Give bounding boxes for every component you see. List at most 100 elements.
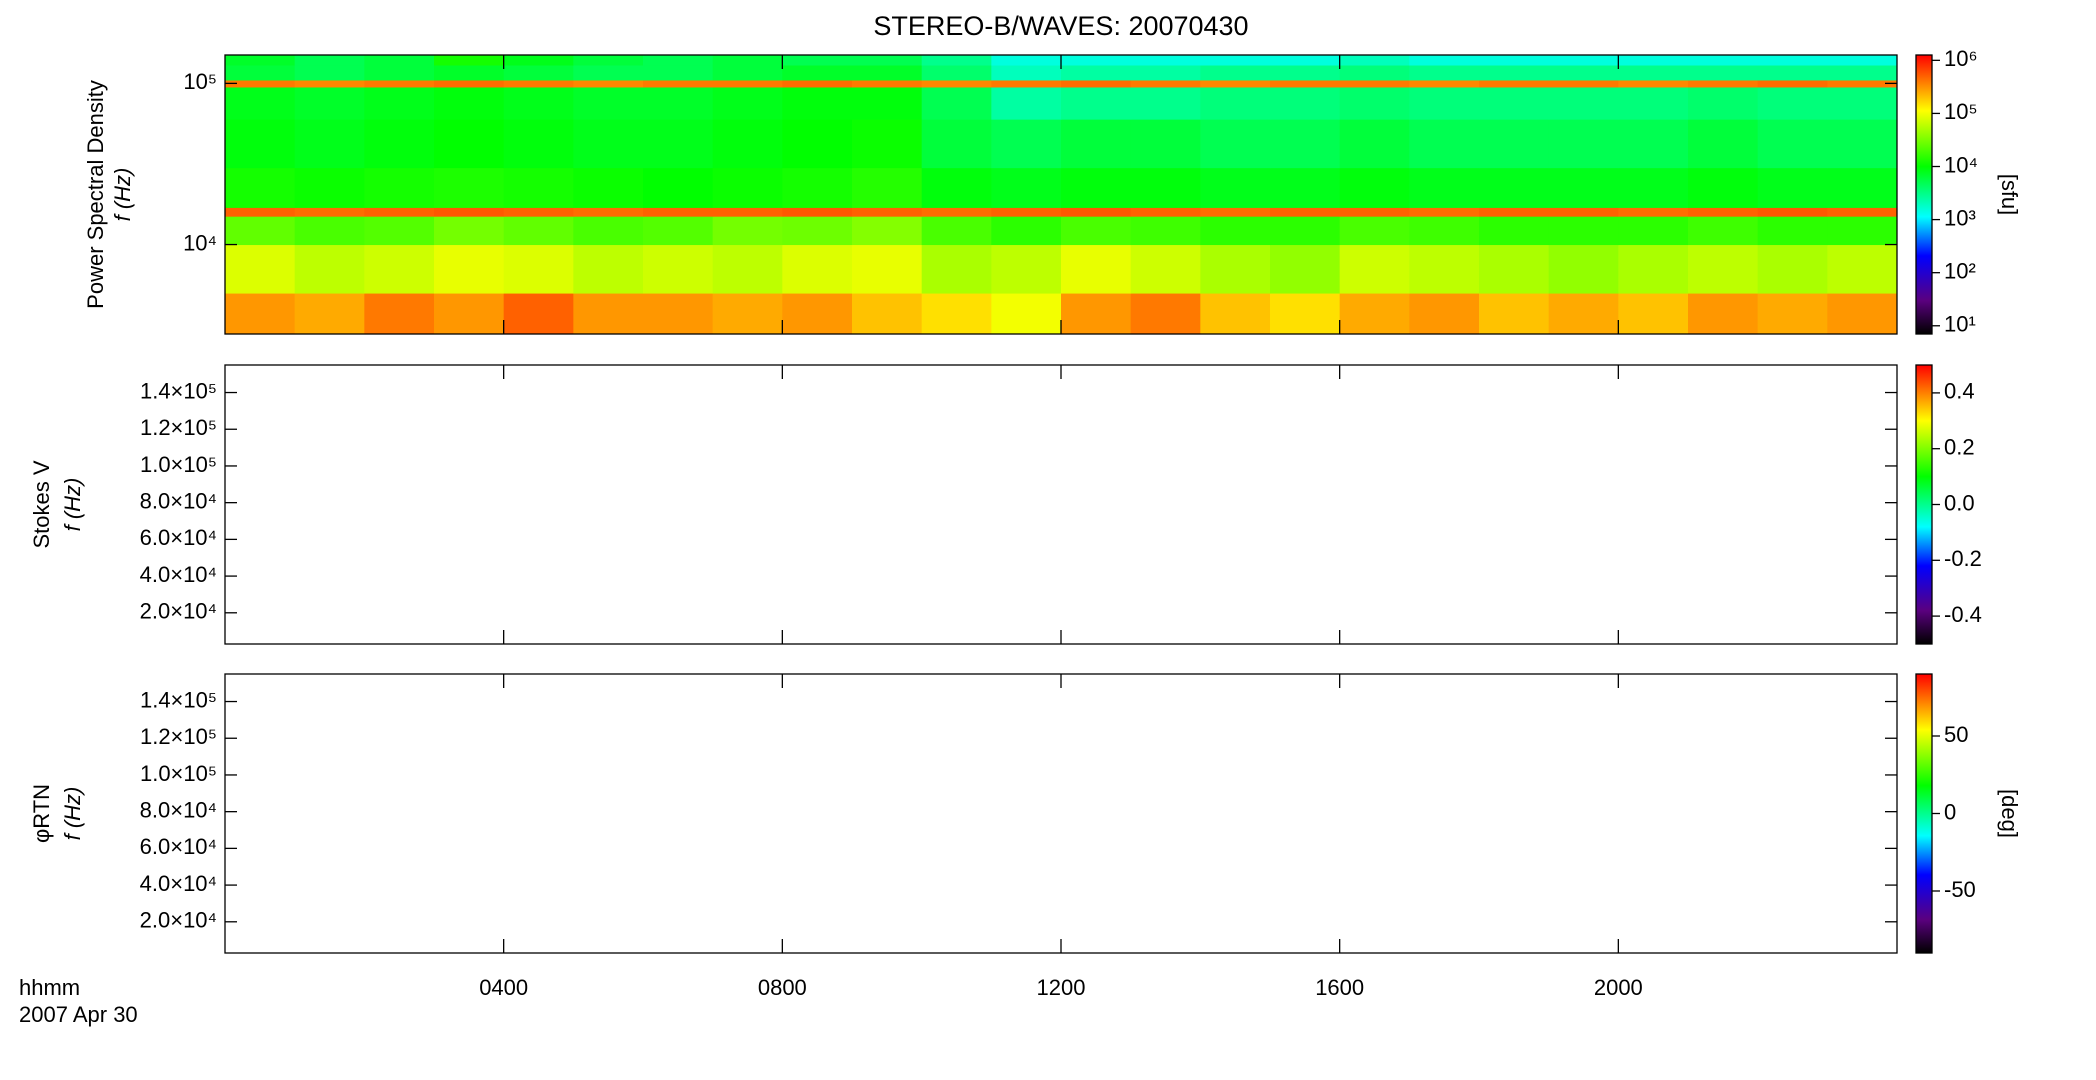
- heatmap-cell: [1200, 79, 1271, 88]
- heatmap-cell: [991, 119, 1062, 169]
- heatmap-cell: [1130, 207, 1201, 217]
- heatmap-cell: [1200, 167, 1271, 208]
- y-axis-label: f (Hz): [110, 168, 135, 222]
- heatmap-cell: [782, 207, 853, 217]
- heatmap-cell: [1061, 79, 1132, 88]
- heatmap-cell: [782, 79, 853, 88]
- heatmap-cell: [643, 65, 714, 81]
- heatmap-cell: [712, 293, 783, 335]
- heatmap-cell: [991, 207, 1062, 217]
- heatmap-cell: [1409, 207, 1480, 217]
- heatmap-cell: [1757, 55, 1828, 66]
- heatmap-cell: [1827, 79, 1898, 88]
- heatmap-cell: [1688, 65, 1759, 81]
- heatmap-cell: [1200, 65, 1271, 81]
- heatmap-cell: [1479, 207, 1550, 217]
- heatmap-cell: [1827, 293, 1898, 335]
- heatmap-cell: [1339, 86, 1410, 120]
- heatmap-cell: [1479, 55, 1550, 66]
- colorbar-tick-label: 10¹: [1944, 312, 1976, 337]
- heatmap-cell: [434, 216, 505, 246]
- heatmap-cell: [294, 216, 365, 246]
- heatmap-cell: [225, 79, 296, 88]
- heatmap-cell: [1130, 244, 1201, 294]
- x-tick-label: 1200: [1037, 975, 1086, 1000]
- heatmap-cell: [573, 167, 644, 208]
- heatmap-cell: [1270, 119, 1341, 169]
- colorbar-tick-label: 50: [1944, 722, 1968, 747]
- heatmap-cell: [225, 65, 296, 81]
- heatmap-cell: [1618, 167, 1689, 208]
- heatmap-cell: [921, 65, 992, 81]
- heatmap-cell: [364, 65, 435, 81]
- heatmap-cell: [1270, 86, 1341, 120]
- heatmap-cell: [1827, 216, 1898, 246]
- heatmap-cell: [1409, 86, 1480, 120]
- heatmap-cell: [364, 119, 435, 169]
- heatmap-cell: [1270, 244, 1341, 294]
- heatmap-cell: [782, 55, 853, 66]
- heatmap-cell: [852, 55, 923, 66]
- heatmap-cell: [643, 119, 714, 169]
- heatmap-cell: [643, 55, 714, 66]
- y-tick-label: 2.0×10⁴: [140, 599, 217, 624]
- colorbar-tick-label: -0.4: [1944, 602, 1982, 627]
- heatmap-cell: [1200, 207, 1271, 217]
- heatmap-cell: [1618, 119, 1689, 169]
- heatmap-cell: [1339, 55, 1410, 66]
- heatmap-cell: [1200, 244, 1271, 294]
- heatmap-cell: [782, 86, 853, 120]
- heatmap-cell: [1688, 79, 1759, 88]
- y-axis-label: Stokes V: [29, 460, 54, 548]
- heatmap-cell: [1270, 65, 1341, 81]
- heatmap-cell: [1061, 293, 1132, 335]
- heatmap-cell: [225, 86, 296, 120]
- heatmap-cell: [225, 216, 296, 246]
- heatmap-cell: [1479, 65, 1550, 81]
- heatmap-cell: [782, 65, 853, 81]
- heatmap-cell: [1409, 55, 1480, 66]
- chart-title: STEREO-B/WAVES: 20070430: [873, 11, 1248, 41]
- heatmap-cell: [1339, 244, 1410, 294]
- heatmap-cell: [1339, 207, 1410, 217]
- heatmap-cell: [1270, 293, 1341, 335]
- heatmap-cell: [225, 244, 296, 294]
- y-tick-label: 1.4×10⁵: [140, 378, 217, 403]
- heatmap-cell: [503, 244, 574, 294]
- heatmap-cell: [1688, 244, 1759, 294]
- heatmap-cell: [852, 86, 923, 120]
- heatmap-cell: [434, 119, 505, 169]
- heatmap-cell: [503, 65, 574, 81]
- heatmap-cell: [294, 119, 365, 169]
- y-tick-label: 6.0×10⁴: [140, 525, 217, 550]
- heatmap-cell: [1479, 119, 1550, 169]
- heatmap-cell: [1409, 167, 1480, 208]
- y-tick-label: 10⁵: [183, 69, 217, 94]
- colorbar-tick-label: 10⁴: [1944, 152, 1978, 177]
- colorbar-tick-label: 10⁵: [1944, 99, 1978, 124]
- heatmap-cell: [1339, 167, 1410, 208]
- heatmap-cell: [1757, 167, 1828, 208]
- heatmap-cell: [712, 79, 783, 88]
- heatmap-cell: [1618, 55, 1689, 66]
- heatmap-cell: [1270, 207, 1341, 217]
- y-tick-label: 2.0×10⁴: [140, 908, 217, 933]
- plot-frame: [224, 673, 1898, 954]
- y-axis-label: φRTN: [29, 784, 54, 843]
- colorbar-label: [deg]: [1997, 789, 2022, 838]
- x-axis-label: hhmm: [19, 975, 80, 1000]
- heatmap-cell: [225, 55, 296, 66]
- heatmap-cell: [503, 55, 574, 66]
- heatmap-cell: [1409, 244, 1480, 294]
- heatmap-cell: [1061, 86, 1132, 120]
- date-label: 2007 Apr 30: [19, 1002, 138, 1027]
- heatmap-cell: [434, 244, 505, 294]
- heatmap-cell: [1061, 167, 1132, 208]
- heatmap-cell: [573, 216, 644, 246]
- heatmap-cell: [1479, 79, 1550, 88]
- heatmap-cell: [1130, 86, 1201, 120]
- heatmap-cell: [852, 119, 923, 169]
- heatmap-cell: [991, 65, 1062, 81]
- heatmap-cell: [503, 293, 574, 335]
- y-axis-label: f (Hz): [60, 787, 85, 841]
